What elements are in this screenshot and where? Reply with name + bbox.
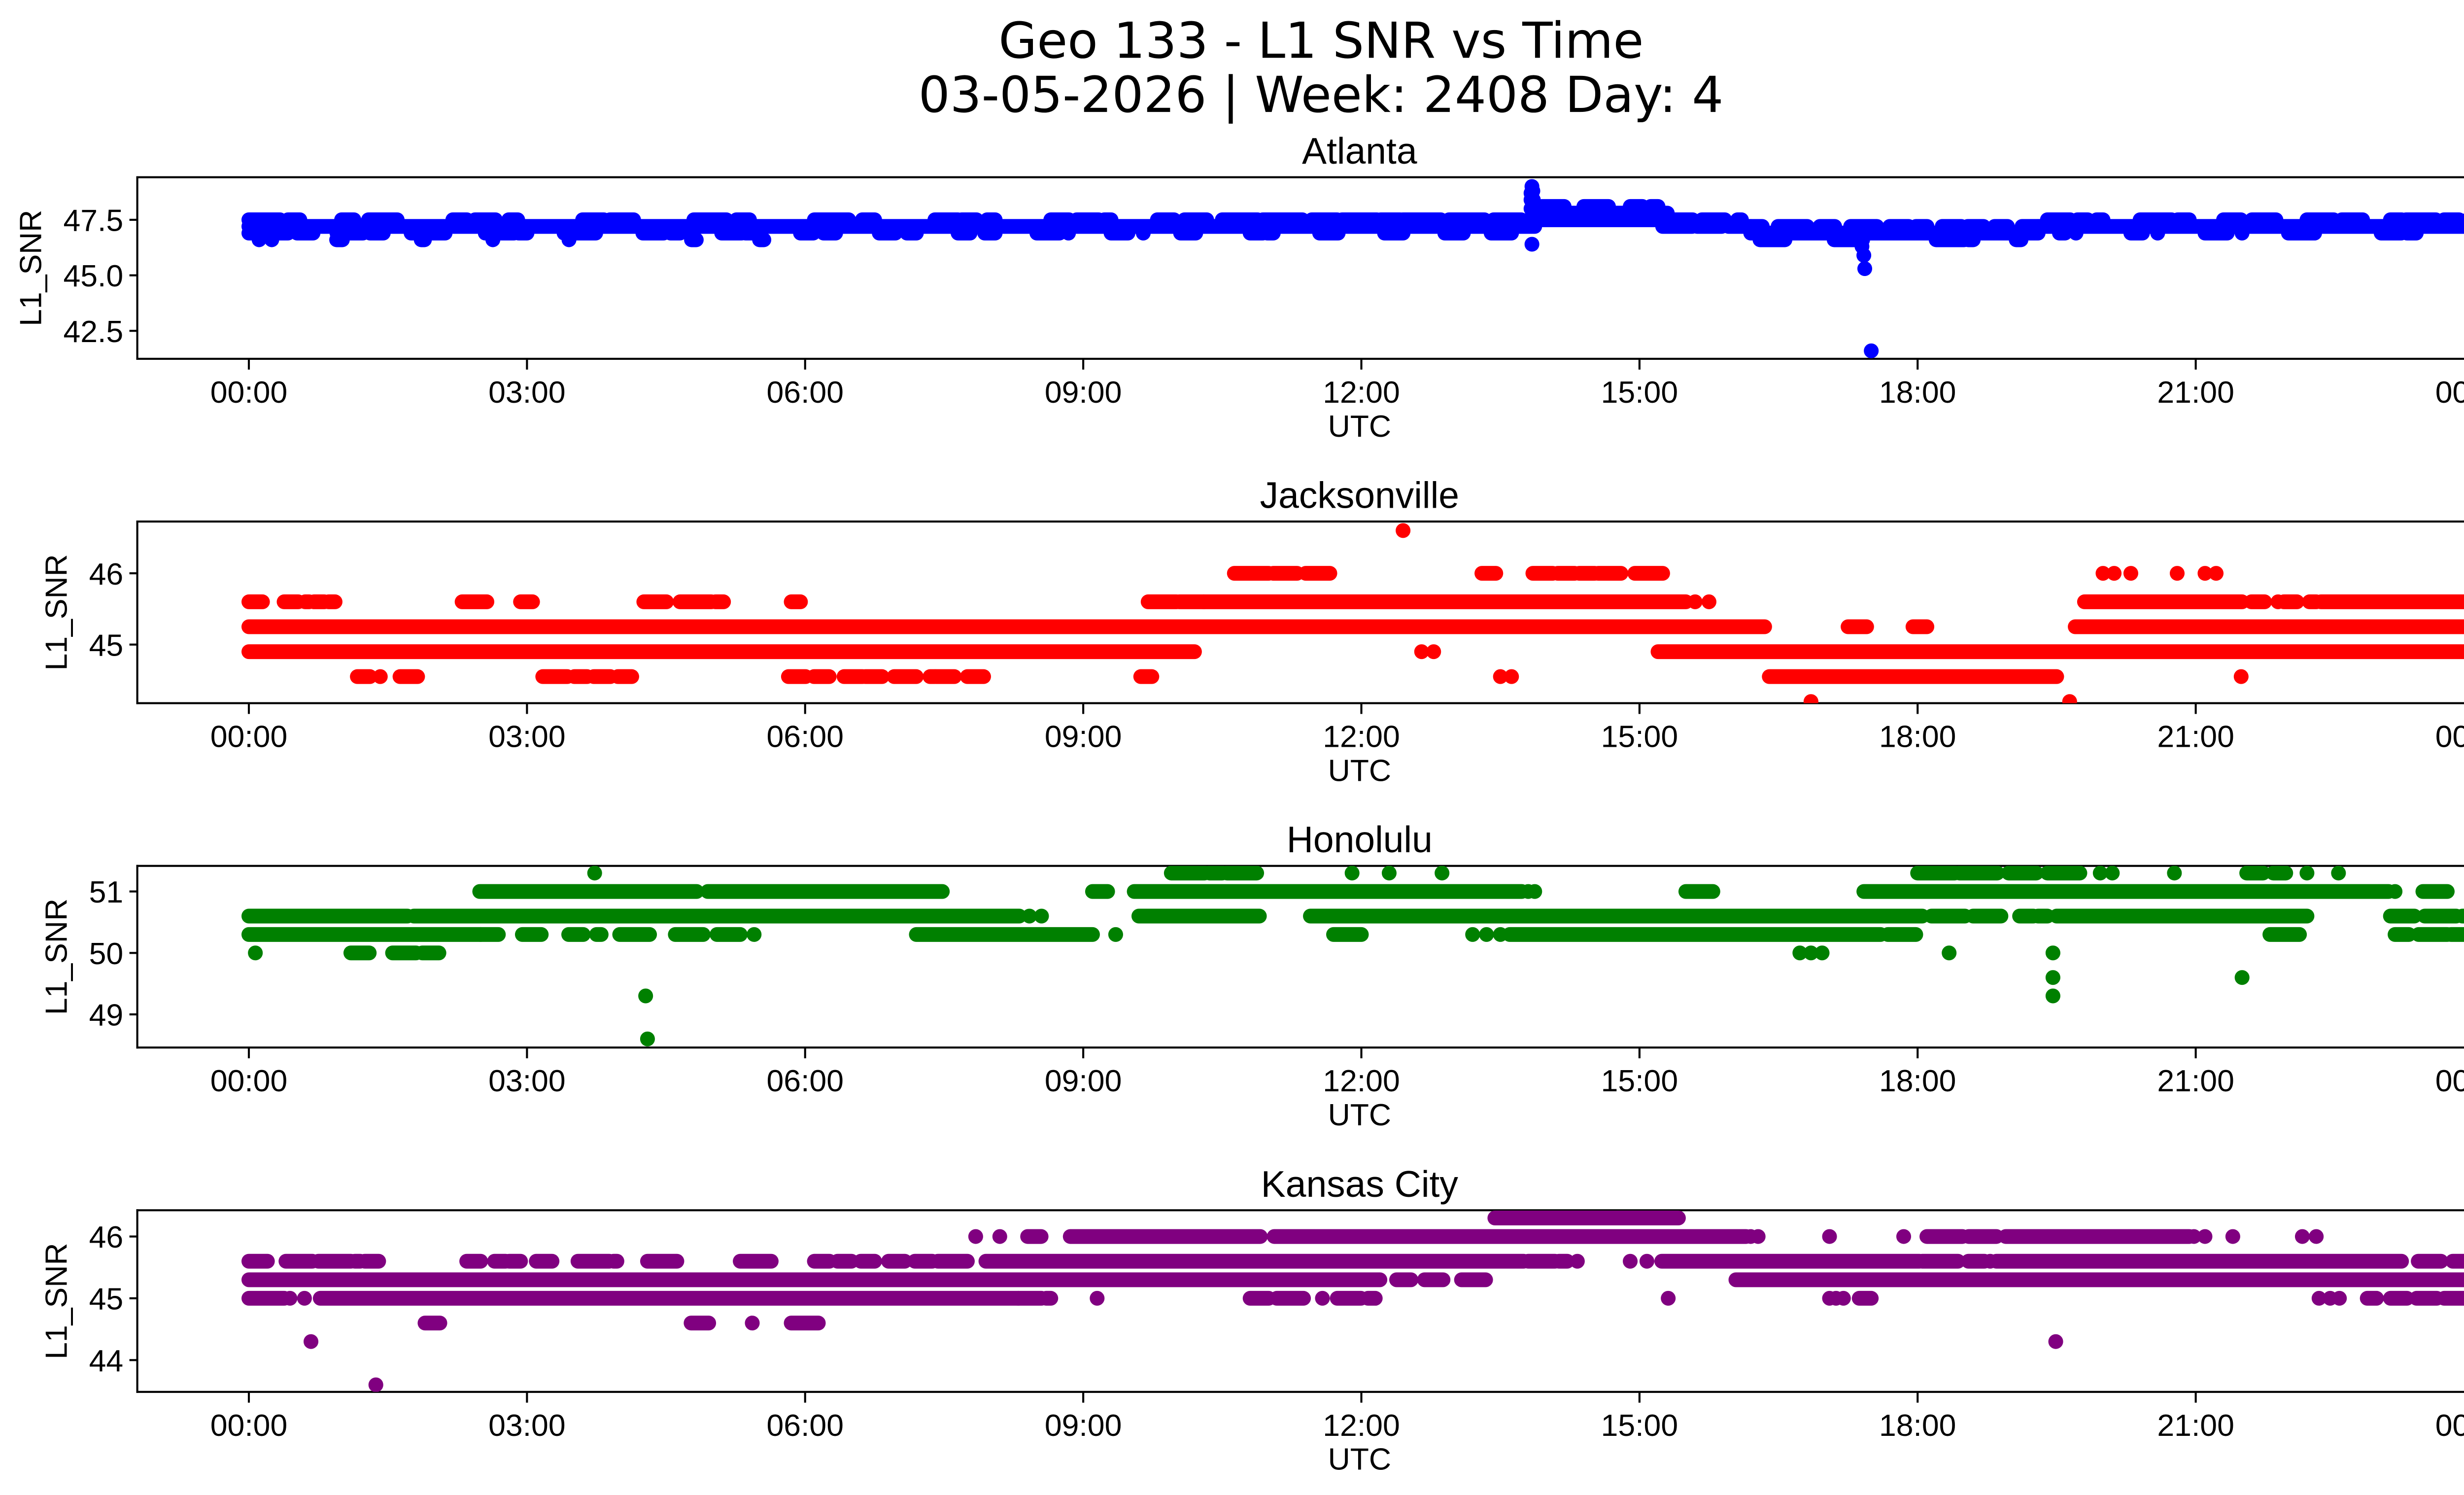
svg-text:L1_SNR: L1_SNR — [39, 1243, 74, 1359]
svg-text:03:00: 03:00 — [488, 1408, 565, 1443]
svg-text:12:00: 12:00 — [1323, 375, 1400, 410]
svg-text:12:00: 12:00 — [1323, 1064, 1400, 1098]
svg-text:21:00: 21:00 — [2157, 720, 2234, 754]
svg-text:L1_SNR: L1_SNR — [39, 554, 74, 670]
svg-text:18:00: 18:00 — [1879, 720, 1956, 754]
svg-text:UTC: UTC — [1328, 1098, 1391, 1132]
svg-text:03:00: 03:00 — [488, 375, 565, 410]
svg-text:09:00: 09:00 — [1045, 1064, 1122, 1098]
svg-text:46: 46 — [89, 557, 124, 591]
svg-text:09:00: 09:00 — [1045, 1408, 1122, 1443]
svg-text:18:00: 18:00 — [1879, 1408, 1956, 1443]
svg-text:21:00: 21:00 — [2157, 375, 2234, 410]
svg-text:03:00: 03:00 — [488, 1064, 565, 1098]
svg-text:Jacksonville: Jacksonville — [1260, 475, 1459, 516]
svg-text:45: 45 — [89, 628, 124, 662]
svg-text:00:00: 00:00 — [210, 1064, 287, 1098]
svg-text:00:00: 00:00 — [210, 720, 287, 754]
svg-text:00:00: 00:00 — [2435, 1064, 2464, 1098]
svg-text:15:00: 15:00 — [1601, 1408, 1678, 1443]
svg-text:L1_SNR: L1_SNR — [39, 899, 74, 1015]
svg-text:00:00: 00:00 — [210, 375, 287, 410]
svg-text:15:00: 15:00 — [1601, 720, 1678, 754]
svg-text:12:00: 12:00 — [1323, 1408, 1400, 1443]
svg-text:09:00: 09:00 — [1045, 720, 1122, 754]
svg-text:00:00: 00:00 — [210, 1408, 287, 1443]
svg-text:46: 46 — [89, 1220, 124, 1254]
svg-text:00:00: 00:00 — [2435, 1408, 2464, 1443]
svg-text:15:00: 15:00 — [1601, 375, 1678, 410]
svg-text:51: 51 — [89, 875, 124, 909]
svg-text:03:00: 03:00 — [488, 720, 565, 754]
svg-text:21:00: 21:00 — [2157, 1064, 2234, 1098]
svg-text:21:00: 21:00 — [2157, 1408, 2234, 1443]
svg-text:49: 49 — [89, 998, 124, 1033]
svg-text:Honolulu: Honolulu — [1287, 819, 1433, 860]
svg-text:09:00: 09:00 — [1045, 375, 1122, 410]
svg-text:45.0: 45.0 — [63, 259, 123, 293]
svg-text:44: 44 — [89, 1344, 124, 1378]
svg-text:UTC: UTC — [1328, 1442, 1391, 1477]
svg-text:45: 45 — [89, 1282, 124, 1317]
svg-text:UTC: UTC — [1328, 753, 1391, 788]
svg-text:12:00: 12:00 — [1323, 720, 1400, 754]
svg-text:00:00: 00:00 — [2435, 720, 2464, 754]
svg-text:42.5: 42.5 — [63, 314, 123, 349]
svg-text:18:00: 18:00 — [1879, 375, 1956, 410]
svg-text:00:00: 00:00 — [2435, 375, 2464, 410]
svg-text:Kansas City: Kansas City — [1261, 1163, 1459, 1205]
svg-text:15:00: 15:00 — [1601, 1064, 1678, 1098]
svg-text:L1_SNR: L1_SNR — [14, 210, 48, 326]
svg-text:06:00: 06:00 — [767, 375, 844, 410]
svg-text:06:00: 06:00 — [767, 720, 844, 754]
svg-text:06:00: 06:00 — [767, 1064, 844, 1098]
svg-text:UTC: UTC — [1328, 409, 1391, 444]
svg-text:47.5: 47.5 — [63, 204, 123, 238]
svg-text:18:00: 18:00 — [1879, 1064, 1956, 1098]
svg-text:50: 50 — [89, 937, 124, 971]
svg-text:06:00: 06:00 — [767, 1408, 844, 1443]
svg-text:Atlanta: Atlanta — [1302, 130, 1417, 172]
